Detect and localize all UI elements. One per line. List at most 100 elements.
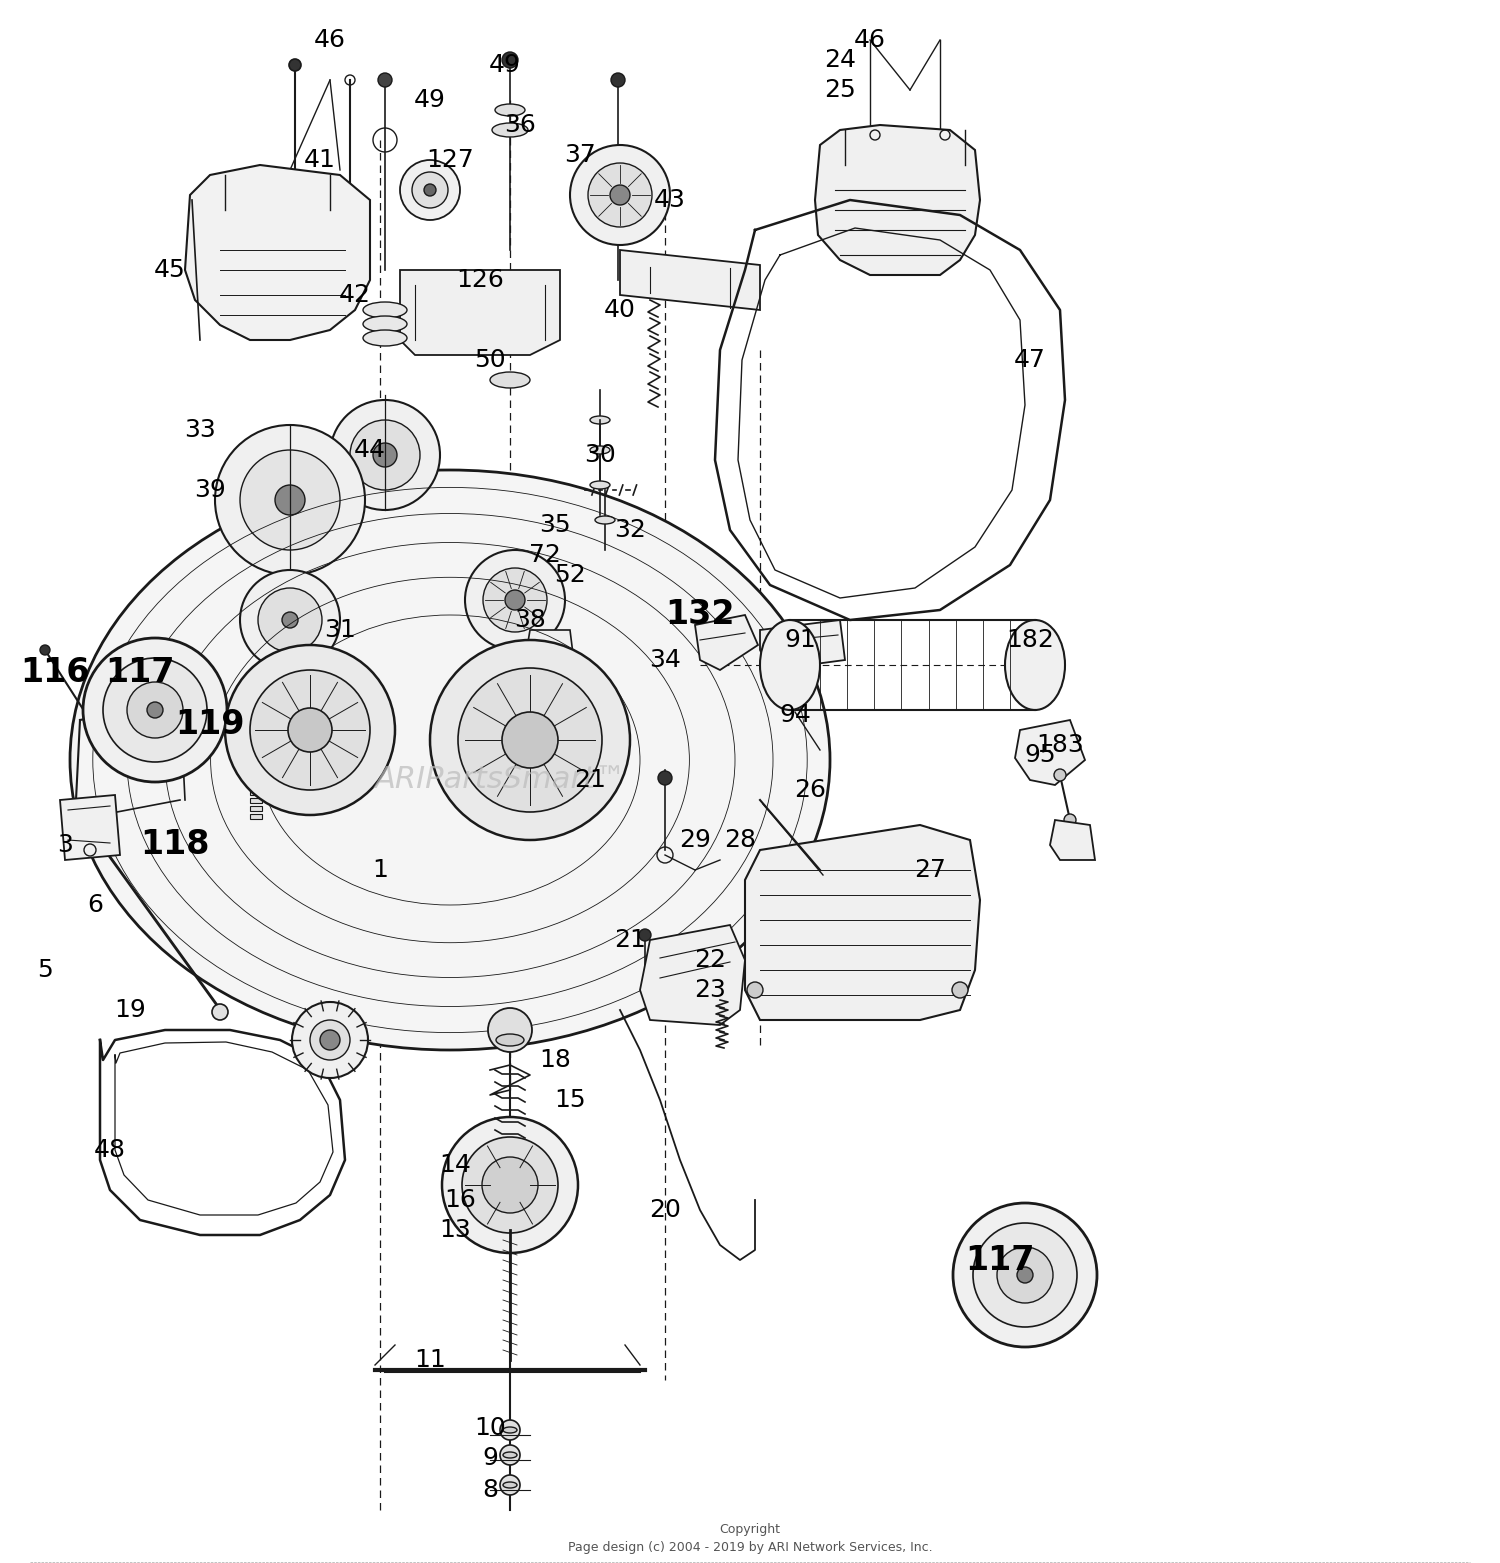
Text: 36: 36 — [504, 113, 536, 138]
Polygon shape — [746, 825, 980, 1021]
Text: 43: 43 — [654, 188, 686, 213]
Ellipse shape — [590, 481, 610, 489]
Text: 46: 46 — [314, 28, 346, 52]
Polygon shape — [640, 925, 746, 1025]
Circle shape — [258, 588, 322, 652]
Text: 119: 119 — [176, 708, 244, 741]
Circle shape — [424, 184, 436, 195]
Circle shape — [952, 1204, 1096, 1347]
Circle shape — [1054, 769, 1066, 782]
Circle shape — [272, 663, 308, 699]
Circle shape — [500, 1475, 520, 1494]
Text: 118: 118 — [141, 828, 210, 861]
Text: 95: 95 — [1024, 742, 1056, 767]
Text: 44: 44 — [354, 438, 386, 463]
Text: 117: 117 — [966, 1244, 1035, 1277]
Text: 35: 35 — [538, 513, 572, 538]
Ellipse shape — [596, 516, 615, 524]
Circle shape — [458, 667, 602, 813]
Circle shape — [503, 52, 518, 69]
Text: 116: 116 — [21, 655, 90, 688]
Circle shape — [413, 172, 448, 208]
Circle shape — [240, 450, 340, 550]
Polygon shape — [400, 270, 560, 355]
Polygon shape — [815, 125, 980, 275]
Text: 22: 22 — [694, 949, 726, 972]
Text: 52: 52 — [554, 563, 586, 588]
Text: 39: 39 — [194, 478, 226, 502]
Circle shape — [282, 613, 298, 628]
Text: 1: 1 — [372, 858, 388, 882]
Circle shape — [506, 589, 525, 610]
Bar — [251, 799, 262, 803]
Polygon shape — [525, 630, 574, 680]
Text: 18: 18 — [538, 1049, 572, 1072]
Ellipse shape — [363, 316, 407, 331]
Text: 49: 49 — [414, 88, 446, 113]
Text: 23: 23 — [694, 978, 726, 1002]
Circle shape — [82, 638, 226, 782]
Text: 50: 50 — [474, 349, 506, 372]
Circle shape — [214, 425, 364, 575]
Circle shape — [40, 646, 50, 655]
Circle shape — [260, 650, 320, 710]
Circle shape — [430, 639, 630, 839]
Circle shape — [747, 982, 764, 999]
Text: 11: 11 — [414, 1347, 446, 1372]
Text: 41: 41 — [304, 148, 336, 172]
Circle shape — [274, 485, 304, 514]
Circle shape — [374, 442, 398, 467]
Text: 49: 49 — [489, 53, 520, 77]
Text: 21: 21 — [614, 928, 646, 952]
Text: 47: 47 — [1014, 349, 1046, 372]
Text: 31: 31 — [324, 617, 356, 642]
Text: Copyright: Copyright — [720, 1524, 780, 1536]
Circle shape — [442, 1118, 578, 1254]
Text: 15: 15 — [554, 1088, 586, 1111]
Bar — [251, 807, 262, 811]
Circle shape — [288, 708, 332, 752]
Text: 14: 14 — [440, 1153, 471, 1177]
Circle shape — [400, 159, 460, 220]
Circle shape — [639, 928, 651, 941]
Circle shape — [378, 73, 392, 88]
Bar — [251, 789, 262, 796]
Text: 5: 5 — [38, 958, 52, 982]
Text: 32: 32 — [614, 517, 646, 542]
Ellipse shape — [363, 330, 407, 345]
Circle shape — [243, 758, 267, 782]
Circle shape — [503, 713, 558, 767]
Text: 126: 126 — [456, 267, 504, 292]
Text: 29: 29 — [680, 828, 711, 852]
Text: 48: 48 — [94, 1138, 126, 1161]
Text: 6: 6 — [87, 892, 104, 917]
Text: 20: 20 — [650, 1197, 681, 1222]
Text: 16: 16 — [444, 1188, 476, 1211]
Text: 46: 46 — [853, 28, 886, 52]
Ellipse shape — [363, 302, 407, 317]
Text: 45: 45 — [154, 258, 186, 281]
Circle shape — [147, 702, 164, 717]
Circle shape — [500, 1421, 520, 1440]
Polygon shape — [60, 796, 120, 860]
Ellipse shape — [70, 470, 830, 1050]
Text: 94: 94 — [778, 703, 812, 727]
Ellipse shape — [590, 445, 610, 453]
Ellipse shape — [495, 105, 525, 116]
Ellipse shape — [1005, 621, 1065, 710]
Text: 34: 34 — [650, 649, 681, 672]
Ellipse shape — [606, 155, 630, 166]
Text: 117: 117 — [105, 655, 174, 688]
Text: 132: 132 — [666, 599, 735, 631]
Polygon shape — [1016, 721, 1084, 785]
Text: 26: 26 — [794, 778, 826, 802]
Text: 37: 37 — [564, 142, 596, 167]
Text: 24: 24 — [824, 48, 856, 72]
Text: 30: 30 — [584, 442, 616, 467]
Circle shape — [610, 184, 630, 205]
Ellipse shape — [503, 1482, 518, 1488]
Ellipse shape — [503, 1452, 518, 1458]
Circle shape — [128, 681, 183, 738]
Text: 10: 10 — [474, 1416, 506, 1440]
Circle shape — [211, 1003, 228, 1021]
